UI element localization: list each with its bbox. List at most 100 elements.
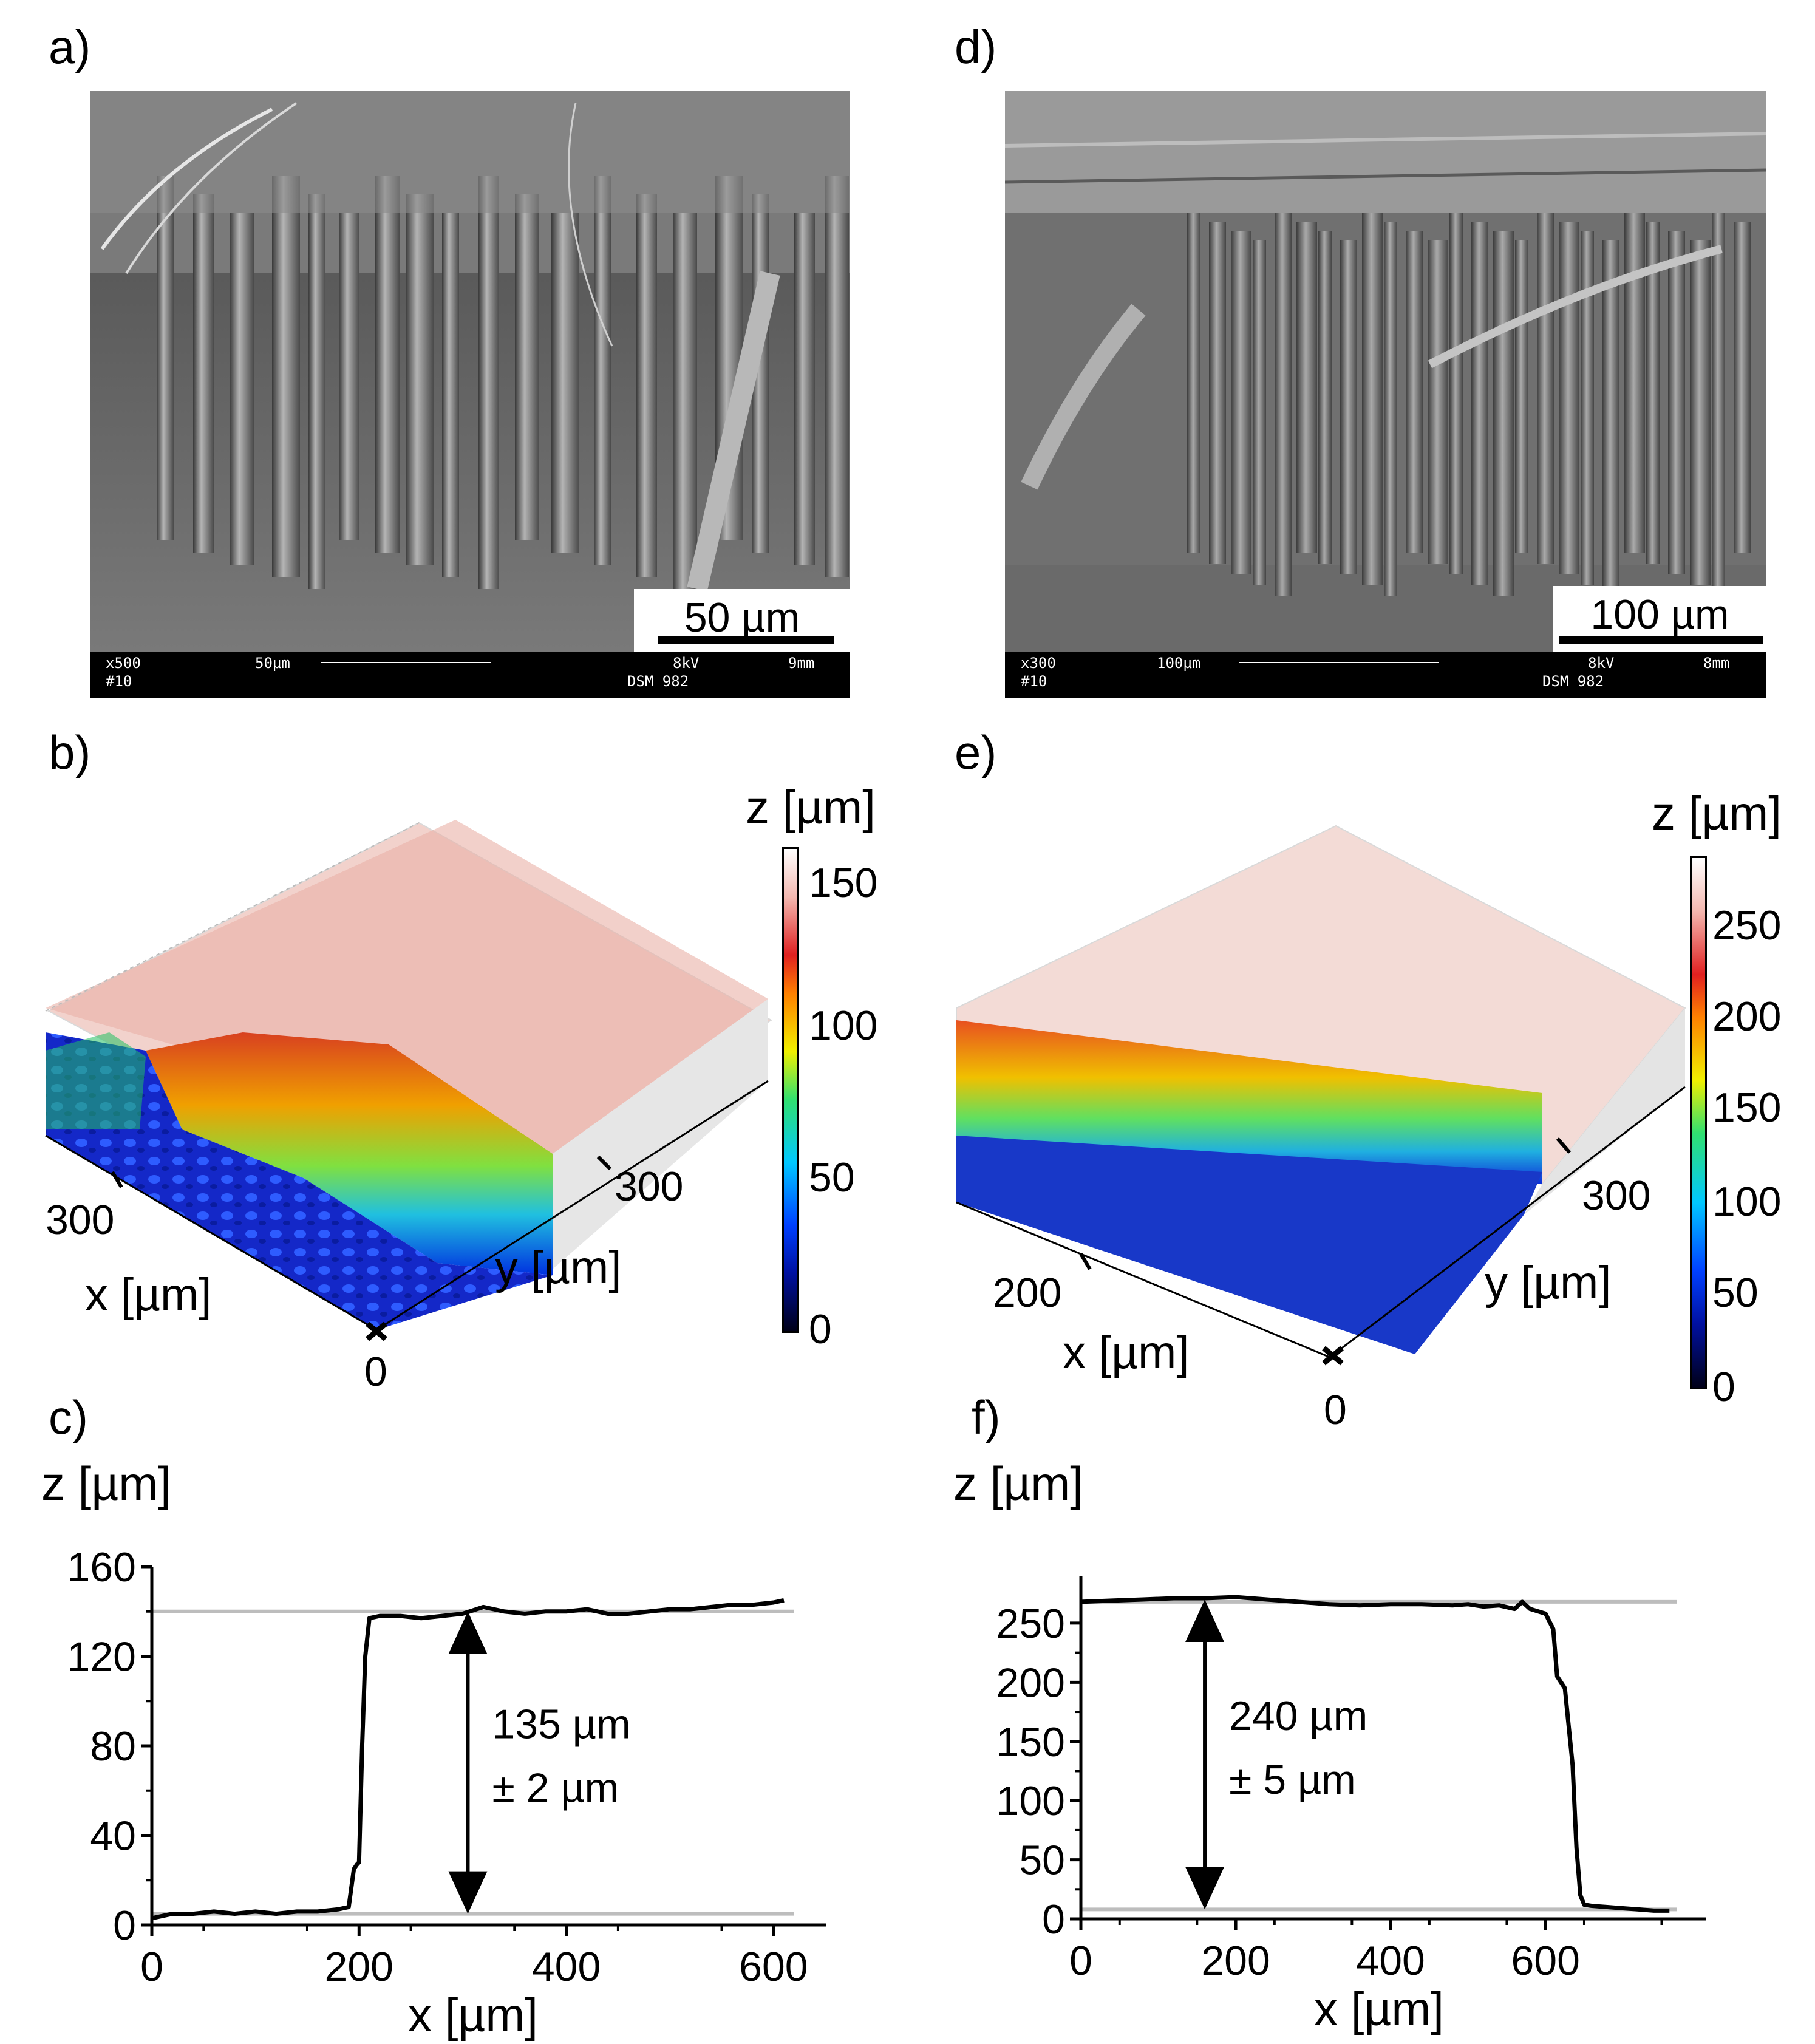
scale-box-d: 100 µm — [1553, 586, 1766, 652]
sem-kv: 8kV — [1588, 655, 1615, 672]
panel-label-d: d) — [955, 20, 997, 73]
sem-mag: x500 — [106, 655, 141, 672]
scale-bar-d — [1559, 636, 1763, 644]
sem-fiber — [193, 194, 214, 553]
x-axis-label: x [µm] — [1314, 1982, 1444, 2035]
sem-instrument: DSM 982 — [1542, 673, 1604, 690]
y-axis-label-e: y [µm] — [1485, 1257, 1612, 1309]
sem-fiber — [1493, 231, 1514, 596]
step-edge-b — [146, 1032, 553, 1275]
sem-fiber — [1275, 213, 1292, 596]
colorbar-e — [1690, 856, 1707, 1389]
sem-info-bar-a: x500 #10 50µm 8kV DSM 982 9mm — [90, 652, 850, 698]
sem-fiber — [1734, 222, 1751, 553]
y-tick-label: 80 — [90, 1723, 136, 1770]
x-tick-label: 200 — [1201, 1938, 1270, 1984]
annotation-uncertainty: ± 5 µm — [1229, 1757, 1356, 1803]
sem-fiber — [594, 176, 611, 565]
colorbar-title-e: z [µm] — [1652, 786, 1782, 840]
colorbar-tick-b: 100 — [809, 1003, 878, 1049]
sem-fiber — [1428, 240, 1448, 564]
sem-fiber — [1581, 231, 1594, 585]
y-tick-label: 100 — [996, 1778, 1065, 1824]
panel-label-a: a) — [49, 20, 91, 73]
sem-fiber — [339, 213, 359, 540]
colorbar-title-b: z [µm] — [746, 780, 876, 834]
sem-fiber — [1624, 213, 1645, 553]
substrate-b — [46, 1032, 553, 1330]
sem-fiber — [825, 176, 849, 577]
sem-fiber — [794, 213, 815, 565]
sem-fiber — [1559, 222, 1579, 574]
panel-label-f: f) — [972, 1391, 1001, 1444]
sem-id: #10 — [1021, 673, 1047, 690]
y-axis-label: z [µm] — [953, 1457, 1083, 1510]
profile-3d-b — [45, 820, 772, 1341]
sem-fiber — [1471, 222, 1488, 585]
sem-image-d: x300 #10 100µm 8kV DSM 982 8mm 100 µm — [1005, 91, 1766, 698]
colorbar-tick-e: 150 — [1712, 1085, 1782, 1131]
sem-fiber — [230, 213, 254, 565]
sem-fibers-a — [90, 91, 850, 698]
x-tick-label: 600 — [739, 1944, 808, 1990]
sem-fiber — [442, 213, 459, 577]
y-tick-label: 120 — [67, 1634, 136, 1680]
sem-fiber — [1231, 231, 1251, 574]
colorbar-b — [782, 847, 799, 1333]
panel-label-c: c) — [49, 1391, 88, 1444]
panel-label-b: b) — [49, 726, 91, 779]
sem-fiber — [673, 213, 697, 589]
sem-scale-line — [321, 662, 491, 663]
y-tick-label: 40 — [90, 1813, 136, 1859]
sem-fiber — [1712, 213, 1725, 596]
x-tick-label: 400 — [1356, 1938, 1425, 1984]
sem-id: #10 — [106, 673, 132, 690]
origin-e: 0 — [1324, 1387, 1347, 1433]
sem-wd: 9mm — [788, 655, 815, 672]
x-axis-label: x [µm] — [408, 1988, 538, 2042]
sem-fiber — [551, 213, 579, 553]
x-tick-label: 200 — [325, 1944, 393, 1990]
sem-wd: 8mm — [1703, 655, 1730, 672]
arrow-head-up — [448, 1611, 488, 1654]
sem-scale-text: 50µm — [255, 655, 290, 672]
sem-fiber — [308, 194, 325, 589]
sem-scale-text: 100µm — [1157, 655, 1201, 672]
x-tick-label: 0 — [140, 1944, 163, 1990]
x-tick-b: 300 — [46, 1197, 115, 1243]
y-tick-e: 300 — [1582, 1173, 1651, 1219]
profile-line — [1080, 1595, 1670, 1913]
profile-3d-e — [956, 825, 1686, 1366]
sem-fiber — [1515, 240, 1528, 553]
sem-instrument: DSM 982 — [627, 673, 689, 690]
sem-fiber — [636, 194, 657, 577]
y-tick-label: 0 — [113, 1903, 136, 1949]
origin-b: 0 — [364, 1349, 387, 1395]
sem-fiber — [1646, 222, 1660, 564]
arrow-head-down — [448, 1871, 488, 1914]
x-tick-e: 200 — [993, 1270, 1062, 1316]
arrow-head-down — [1185, 1867, 1225, 1910]
sem-fiber — [406, 194, 434, 565]
line-chart-f: z [µm] 0 50 100 150 200 250 0 200 400 600 x [µm] 240… — [953, 1457, 1706, 2035]
sem-mag: x300 — [1021, 655, 1056, 672]
sem-fiber — [1449, 213, 1463, 574]
sem-info-bar-d: x300 #10 100µm 8kV DSM 982 8mm — [1005, 652, 1766, 698]
y-axis-label: z [µm] — [41, 1457, 171, 1510]
sem-fiber — [1406, 231, 1423, 553]
sem-fiber — [478, 176, 499, 589]
sem-fiber — [1187, 213, 1200, 553]
x-tick-label: 0 — [1069, 1938, 1092, 1984]
sem-scale-line — [1239, 662, 1439, 663]
colorbar-tick-b: 150 — [809, 860, 878, 906]
sem-fiber — [1537, 213, 1554, 564]
annotation-value: 240 µm — [1229, 1693, 1367, 1739]
line-chart-c: z [µm] 0 40 80 120 160 0 200 400 600 x [µm] 135 µm ±… — [41, 1457, 826, 2042]
annotation-value: 135 µm — [492, 1702, 630, 1748]
y-tick-label: 250 — [996, 1601, 1065, 1647]
colorbar-tick-e: 50 — [1712, 1270, 1759, 1316]
y-axis-label-b: y [µm] — [495, 1242, 622, 1293]
y-tick-label: 0 — [1042, 1896, 1065, 1943]
sem-fiber — [1384, 222, 1397, 596]
scale-bar-a — [658, 636, 834, 644]
